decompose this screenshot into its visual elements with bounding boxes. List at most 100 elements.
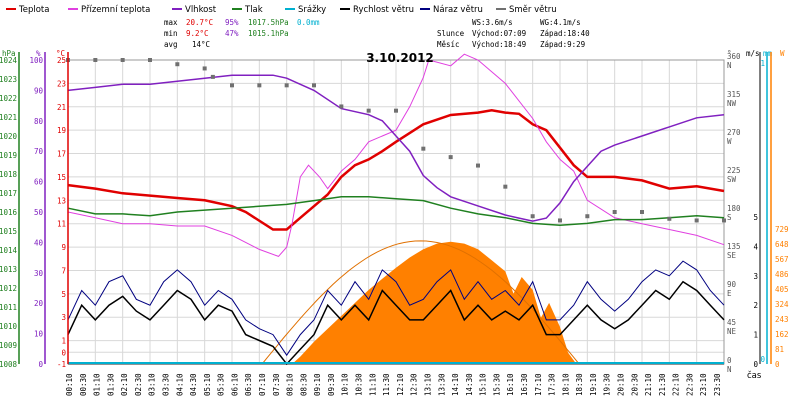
x-tick-13: 06:30 (244, 373, 253, 396)
x-tick-33: 16:30 (520, 373, 529, 396)
tick-pct-100: 100 (29, 56, 43, 65)
x-tick-4: 02:10 (120, 373, 129, 396)
x-tick-44: 22:10 (672, 373, 681, 396)
tick-celsius-5: 5 (61, 290, 66, 299)
wind-direction-point-2 (120, 58, 125, 62)
stat-max-humidity: 95% (225, 18, 239, 27)
x-tick-35: 17:30 (548, 373, 557, 396)
tick-hpa-1018: 1018 (0, 170, 17, 179)
stat-max-pressure: 1017.5hPa (248, 18, 289, 27)
chart-axes: hPa1008100910101011101210131014101510161… (0, 49, 789, 396)
tick-hpa-1023: 1023 (0, 75, 17, 84)
wind-direction-point-19 (558, 218, 562, 223)
tick-hpa-1019: 1019 (0, 151, 17, 160)
x-tick-27: 13:30 (437, 373, 446, 396)
tick-pct-50: 50 (34, 208, 44, 217)
tick-celsius-25: 25 (57, 56, 66, 65)
legend-label-naraz: Náraz větru (433, 5, 483, 15)
axis-label-ms: m/s (746, 49, 760, 58)
x-tick-32: 16:10 (506, 373, 515, 396)
tick-celsius-11: 11 (57, 220, 66, 229)
legend-label-tlak: Tlak (244, 5, 263, 15)
x-tick-8: 04:10 (175, 373, 184, 396)
tick-ms-2: 2 (753, 301, 758, 310)
wind-direction-point-9 (284, 83, 289, 88)
x-tick-37: 18:30 (575, 373, 584, 396)
tick-w-0: 0 (775, 360, 780, 369)
tick-ms-4: 4 (753, 242, 758, 251)
wind-direction-point-1 (93, 58, 98, 62)
series-line-tlak (67, 196, 725, 227)
wind-direction-point-17 (503, 184, 508, 189)
moon-set: Západ:9:29 (540, 40, 585, 49)
wind-direction-point-10 (312, 83, 316, 88)
x-tick-34: 17:10 (534, 373, 543, 396)
x-tick-19: 09:30 (327, 373, 336, 396)
x-tick-38: 19:10 (589, 373, 598, 396)
moon-rise: Východ:18:49 (472, 40, 526, 49)
tick-pct-0: 0 (38, 360, 43, 369)
wind-direction-point-22 (640, 210, 644, 214)
tick-hpa-1024: 1024 (0, 56, 17, 65)
axis-label-w: W (780, 49, 785, 58)
x-tick-45: 22:30 (685, 373, 694, 396)
tick-ms-3: 3 (753, 272, 758, 281)
axis-label-mm: mm (763, 49, 773, 58)
x-tick-36: 18:10 (561, 373, 570, 396)
tick-w-81: 81 (775, 345, 784, 354)
stat-min-pressure: 1015.1hPa (248, 29, 289, 38)
wind-direction-point-12 (366, 108, 371, 113)
tick-celsius-7: 7 (61, 266, 66, 275)
wind-direction-point-5 (202, 66, 207, 71)
wind-direction-point-14 (421, 146, 426, 151)
x-tick-31: 15:30 (492, 373, 501, 396)
tick-mm-1: 1 (760, 59, 765, 68)
x-tick-26: 13:10 (424, 373, 433, 396)
tick-w-162: 162 (775, 330, 789, 339)
sun-label: Slunce (437, 29, 465, 38)
legend-label-teplota: Teplota (18, 5, 49, 15)
x-tick-14: 07:10 (258, 373, 267, 396)
x-tick-24: 12:10 (396, 373, 405, 396)
wind-direction-point-16 (476, 163, 480, 168)
tick-direction-name-6: W (727, 137, 732, 146)
wind-direction-point-24 (694, 218, 699, 223)
legend-label-smer: Směr větru (509, 5, 557, 15)
series-lines (66, 53, 726, 366)
wind-direction-point-23 (667, 216, 672, 221)
tick-pct-70: 70 (34, 147, 44, 156)
chart-title: 3.10.2012 (366, 51, 434, 65)
tick-mm-0: 0 (760, 355, 765, 364)
tick-pct-20: 20 (34, 299, 44, 308)
x-tick-41: 20:30 (630, 373, 639, 396)
tick-w-243: 243 (775, 315, 789, 324)
axis-label-direction: ° (727, 49, 732, 58)
tick-direction-name-4: S (727, 213, 732, 222)
x-tick-11: 05:30 (217, 373, 226, 396)
wind-direction-point-25 (722, 218, 726, 223)
wind-direction-point-3 (148, 58, 152, 62)
stat-min-label: min (164, 29, 178, 38)
tick-pct-10: 10 (34, 330, 44, 339)
x-tick-16: 08:10 (286, 373, 295, 396)
series-line-vlhkost (67, 74, 725, 222)
tick-celsius-17: 17 (57, 150, 66, 159)
tick-ms-1: 1 (753, 331, 758, 340)
stats-block: max 20.7°C 95% 1017.5hPa 0.0mm min 9.2°C… (164, 18, 590, 49)
wind-direction-point-20 (585, 214, 590, 219)
stat-wind-speed: WS:3.6m/s (472, 18, 513, 27)
wind-direction-point-11 (339, 104, 344, 109)
x-tick-29: 14:30 (465, 373, 474, 396)
x-tick-18: 09:10 (313, 373, 322, 396)
tick-ms-0: 0 (753, 360, 758, 369)
tick-celsius-3: 3 (61, 313, 66, 322)
x-tick-5: 02:30 (134, 373, 143, 396)
solar-theoretical-curve (261, 240, 580, 365)
tick-celsius-0: 0 (61, 348, 66, 357)
stat-max-rain: 0.0mm (297, 18, 320, 27)
tick-hpa-1021: 1021 (0, 113, 17, 122)
tick-w-486: 486 (775, 270, 789, 279)
x-tick-17: 08:30 (299, 373, 308, 396)
wind-direction-point-15 (448, 155, 453, 160)
x-tick-1: 00:30 (79, 373, 88, 396)
